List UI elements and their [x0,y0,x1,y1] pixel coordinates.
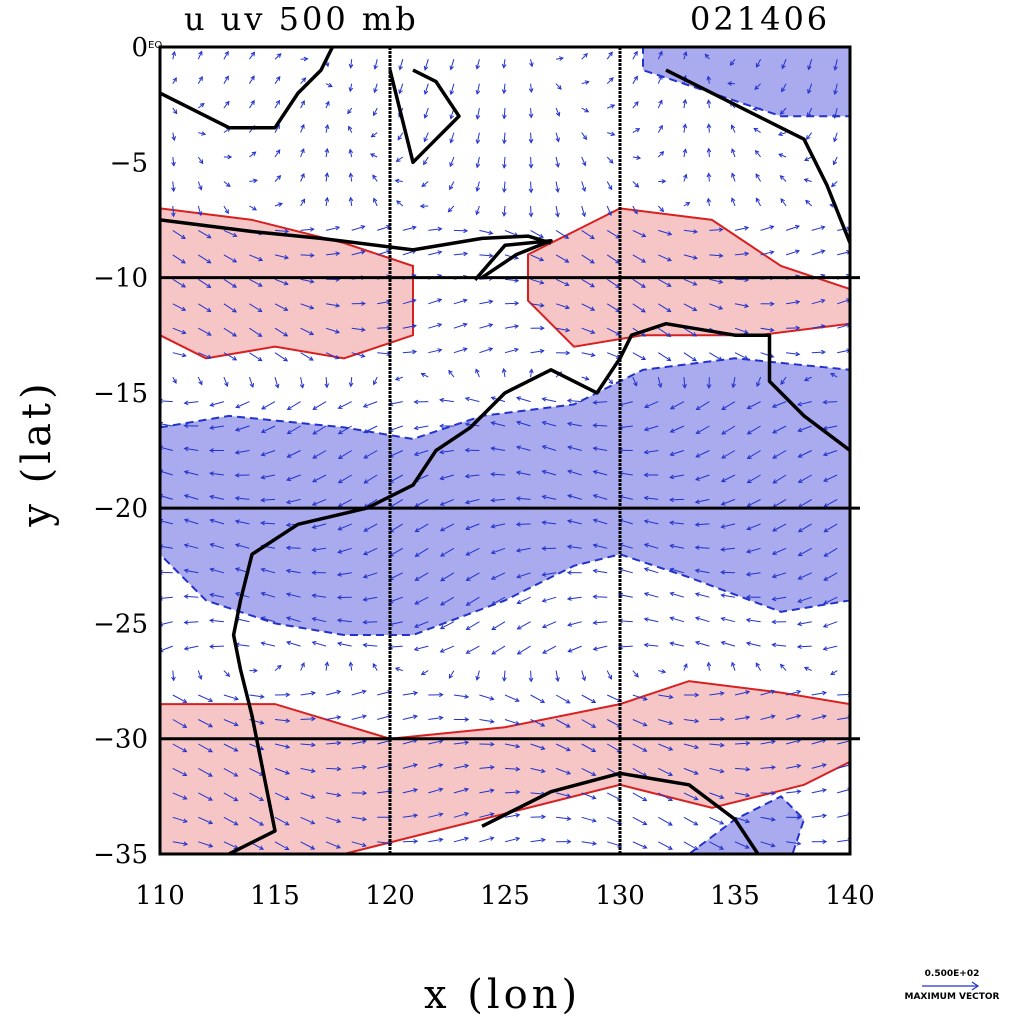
wind-vector [531,817,545,818]
negative-contour-north-east-cap [643,47,850,116]
x-tick-label: 125 [480,881,530,911]
y-tick-label: −20 [93,494,148,524]
wind-vector [301,353,313,360]
wind-vector [518,622,531,629]
x-tick-label: 115 [250,881,300,911]
wind-vector [363,622,377,623]
wind-vector [467,622,480,630]
wind-vector [593,597,607,598]
y-tick-label: −10 [93,264,148,294]
wind-vector [633,817,647,824]
wind-vector [543,646,556,653]
x-tick-label: 120 [365,881,415,911]
wind-vector [721,572,735,573]
wind-vector [249,353,261,361]
wind-vector [812,352,825,353]
x-tick-label: 140 [825,881,875,911]
wind-vector [761,793,775,794]
wind-vector [210,646,224,647]
wind-vector [505,303,518,304]
wind-vector [403,841,417,842]
y-tick-label: 0 [131,33,148,63]
wind-vector [798,646,812,647]
reference-vector: 0.500E+02 MAXIMUM VECTOR [892,968,1012,1004]
wind-vector [670,499,684,500]
wind-vector [735,279,748,280]
wind-vector [658,842,672,849]
y-tick-label: −25 [93,609,148,639]
y-tick-label: −35 [93,840,148,870]
wind-vector [684,353,696,361]
y-tick-label: −15 [93,379,148,409]
wind-vector [709,353,721,361]
wind-vector [593,425,607,426]
reference-vector-value: 0.500E+02 [925,969,980,979]
wind-vector [658,817,672,825]
wind-vector [377,328,390,329]
y-tick-label: −5 [110,148,148,178]
wind-vector [466,646,479,653]
wind-vector [326,768,340,769]
wind-vector [262,402,275,409]
x-tick-label: 130 [595,881,645,911]
wind-vector [313,402,326,410]
y-axis-label: y (lat) [14,378,60,528]
wind-vector [517,524,531,525]
wind-vector [492,646,505,654]
x-axis-label: x (lon) [424,972,581,1018]
x-tick-label: 110 [135,881,185,911]
wind-vector [301,255,314,256]
wind-vector [633,793,647,801]
wind-vector [531,695,545,702]
y-tick-label: −30 [93,725,148,755]
wind-vector [275,353,287,361]
wind-vector [684,842,698,850]
wind-vector [173,695,187,702]
wind-vector [492,622,505,630]
reference-vector-arrow-icon [892,981,1012,991]
wind-vector [556,695,570,703]
wind-vector [287,548,301,549]
wind-vector [288,402,301,410]
reference-vector-caption: MAXIMUM VECTOR [904,992,999,1002]
wind-vector [658,353,670,361]
wind-vector [684,817,698,825]
wind-vector [518,646,531,654]
x-tick-label: 135 [710,881,760,911]
wind-vector [582,695,596,703]
wind-vector [454,230,467,231]
